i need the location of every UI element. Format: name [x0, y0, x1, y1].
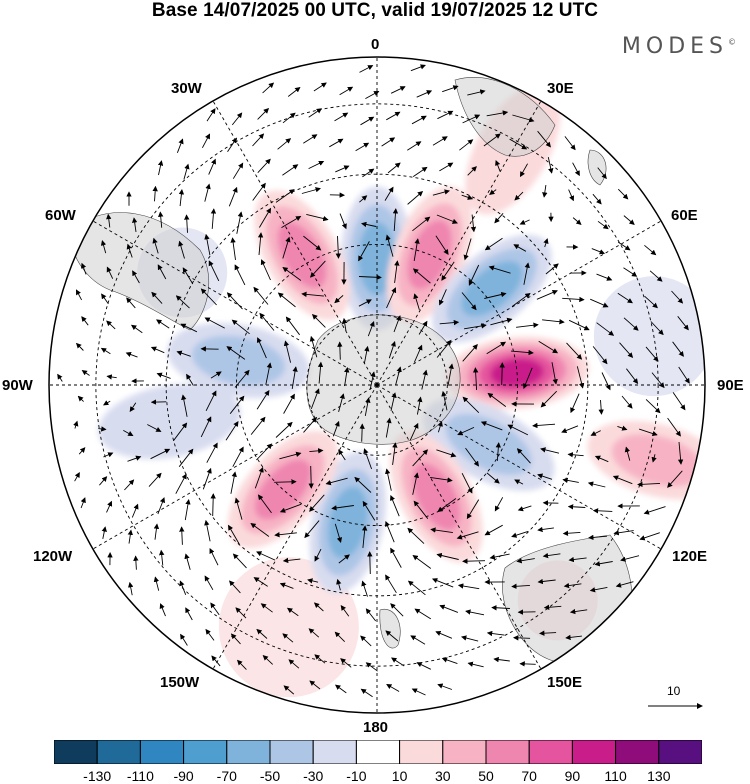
colorbar-tick-label: -10 — [346, 768, 366, 784]
colorbar-swatch — [270, 740, 313, 764]
colorbar-tick-label: 90 — [565, 768, 581, 784]
lon-label-120e: 120E — [672, 548, 707, 565]
colorbar-swatch — [227, 740, 270, 764]
colorbar-tick-label: 110 — [604, 768, 626, 784]
colorbar-tick-label: -30 — [303, 768, 323, 784]
colorbar-tick-label: 70 — [521, 768, 537, 784]
colorbar-swatch — [486, 740, 529, 764]
colorbar-swatch — [616, 740, 659, 764]
colorbar-swatch — [529, 740, 572, 764]
colorbar-swatch — [97, 740, 140, 764]
wind-vector — [514, 638, 530, 639]
lon-label-60w: 60W — [45, 207, 76, 224]
colorbar-tick-label: 50 — [478, 768, 494, 784]
colorbar-tick-label: -70 — [217, 768, 237, 784]
lon-label-90e: 90E — [717, 377, 744, 394]
lon-label-30e: 30E — [547, 80, 574, 97]
colorbar — [54, 740, 702, 764]
colorbar-tick-label: -50 — [260, 768, 280, 784]
lon-label-0: 0 — [371, 36, 379, 53]
wind-vector — [213, 494, 214, 516]
wind-vector — [463, 561, 485, 562]
reference-vector-label: 10 — [667, 684, 680, 698]
lon-label-150w: 150W — [160, 674, 199, 691]
wind-vector — [520, 664, 535, 665]
colorbar-tick-label: 10 — [392, 768, 408, 784]
colorbar-swatch — [54, 740, 97, 764]
lon-label-90w: 90W — [2, 377, 33, 394]
colorbar-tick-label: -130 — [83, 768, 111, 784]
colorbar-swatch — [443, 740, 486, 764]
colorbar-swatch — [184, 740, 227, 764]
colorbar-swatch — [572, 740, 615, 764]
colorbar-tick-label: -110 — [127, 768, 154, 784]
colorbar-tick-label: 30 — [435, 768, 451, 784]
wind-vector — [274, 482, 296, 483]
wind-vector — [370, 552, 371, 574]
lon-label-180: 180 — [363, 719, 388, 736]
lon-label-150e: 150E — [547, 674, 582, 691]
colorbar-tick-label: -90 — [173, 768, 193, 784]
colorbar-swatch — [400, 740, 443, 764]
colorbar-swatch — [140, 740, 183, 764]
lon-label-120w: 120W — [33, 548, 72, 565]
lon-label-30w: 30W — [171, 80, 202, 97]
colorbar-tick-label: 130 — [647, 768, 670, 784]
colorbar-swatch — [356, 740, 399, 764]
antarctica — [307, 315, 460, 444]
colorbar-swatch — [313, 740, 356, 764]
wind-vector — [502, 363, 503, 385]
wind-vector — [362, 424, 363, 441]
wind-vector — [340, 342, 341, 359]
wind-vector — [311, 466, 312, 488]
lon-label-60e: 60E — [671, 207, 698, 224]
colorbar-swatch — [659, 740, 702, 764]
